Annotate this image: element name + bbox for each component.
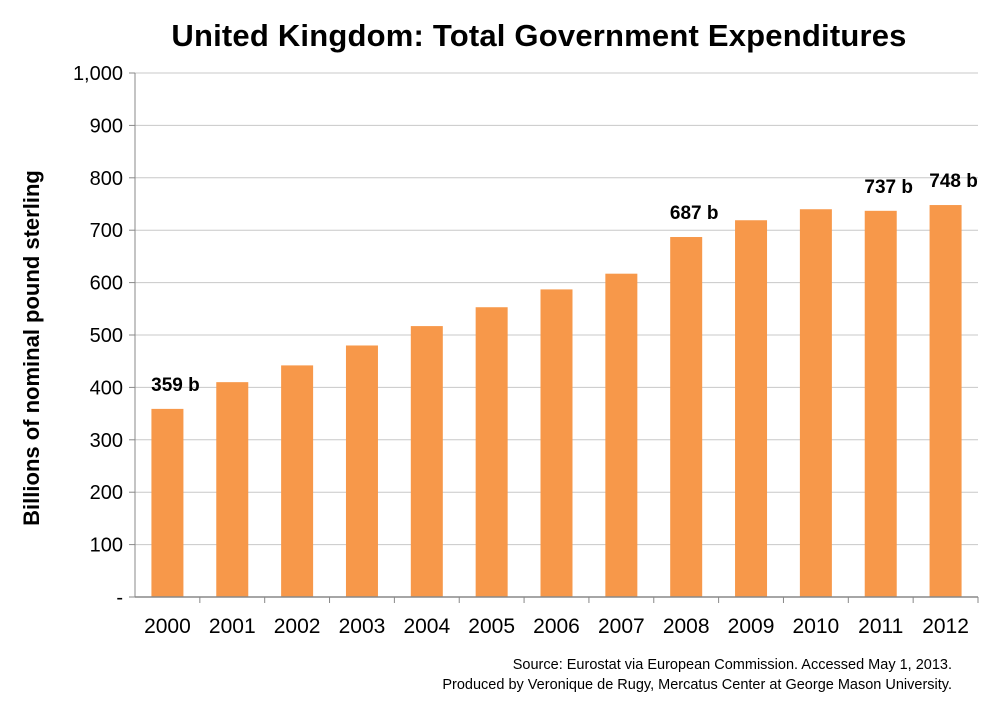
y-tick-label: 400 [90,377,123,399]
bar [799,209,832,598]
x-tick-label: 2003 [339,615,386,638]
x-tick-label: 2006 [533,615,580,638]
bar [605,273,638,597]
y-tick-label: 300 [90,430,123,452]
x-tick-label: 2012 [922,615,969,638]
bar [216,382,249,597]
x-tick-label: 2007 [598,615,645,638]
x-tick-label: 2010 [793,615,840,638]
y-tick-label: 1,000 [73,63,123,85]
y-axis-label: Billions of nominal pound sterling [19,170,44,526]
bar [735,220,768,597]
x-tick-label: 2004 [403,615,450,638]
bar [410,326,443,597]
y-tick-label: 700 [90,220,123,242]
y-tick-label: 600 [90,273,123,295]
source-note: Source: Eurostat via European Commission… [442,655,952,695]
data-label: 359 b [151,375,200,396]
x-tick-label: 2011 [858,615,903,638]
data-label: 687 b [670,203,719,224]
x-tick-label: 2005 [468,615,515,638]
labels: - 100 200 300 400 500 600 700 800 900 1,000 2000 359… [73,63,978,638]
axes [129,72,979,603]
data-label: 737 b [864,177,913,198]
y-tick-label: 900 [90,115,123,137]
bar [864,210,897,597]
bar [345,345,378,597]
y-tick-label: 100 [90,535,123,557]
y-tick-label: 200 [90,482,123,504]
bar [281,365,314,597]
x-tick-label: 2000 [144,615,191,638]
x-tick-label: 2002 [274,615,321,638]
x-tick-label: 2008 [663,615,710,638]
source-line-1: Source: Eurostat via European Commission… [512,657,952,673]
bar [540,289,573,597]
y-tick-label: - [116,587,123,609]
y-tick-label: 500 [90,325,123,347]
bars [151,205,962,598]
x-tick-label: 2001 [209,615,256,638]
source-line-2: Produced by Veronique de Rugy, Mercatus … [442,677,952,693]
x-tick-label: 2009 [728,615,775,638]
data-label: 748 b [929,171,978,192]
bar [475,307,508,597]
y-tick-label: 800 [90,168,123,190]
bar [151,408,184,597]
bar [929,205,962,597]
bar [670,237,703,597]
chart-title: United Kingdom: Total Government Expendi… [171,18,907,53]
